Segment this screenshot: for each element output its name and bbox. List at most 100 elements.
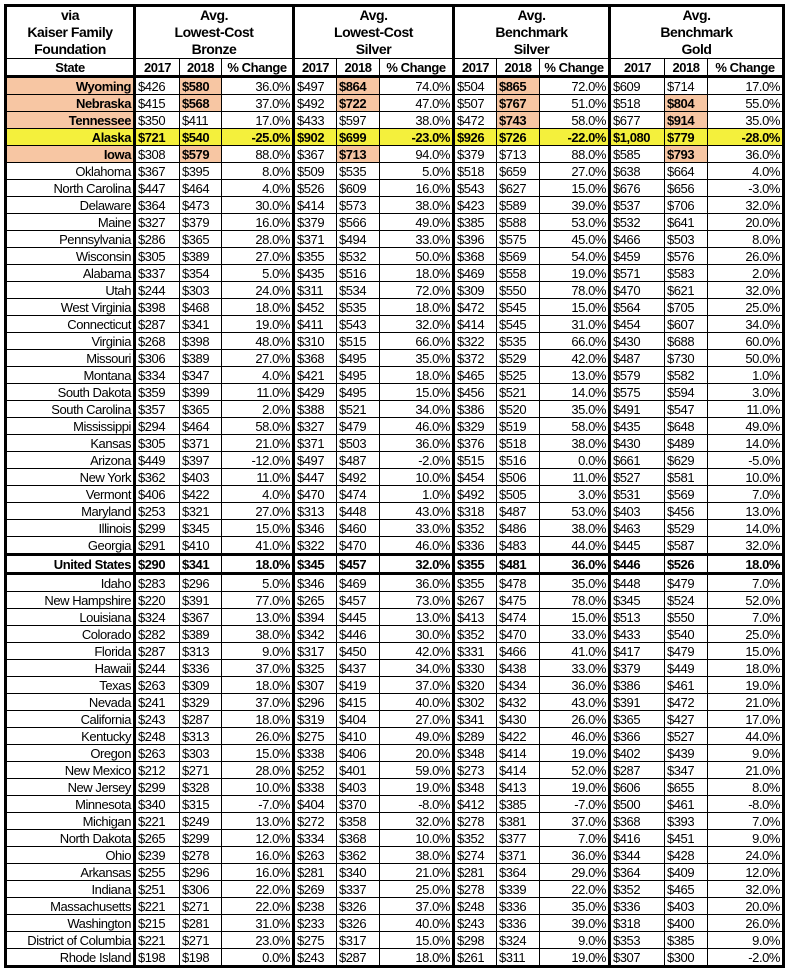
cell-gold-2017: $609 <box>608 76 665 95</box>
cell-lcsilver-2018: $495 <box>336 383 380 401</box>
state-cell: Louisiana <box>5 608 135 626</box>
cell-lcsilver-change: 49.0% <box>379 213 454 231</box>
state-cell: Montana <box>5 366 135 384</box>
cell-bmsilver-2018: $381 <box>496 812 540 830</box>
cell-lcsilver-change: -8.0% <box>379 795 454 813</box>
cell-bmsilver-2017: $926 <box>452 128 497 146</box>
cell-lcsilver-2017: $346 <box>292 573 337 592</box>
cell-bronze-2017: $308 <box>133 145 180 163</box>
cell-bronze-2018: $313 <box>179 727 222 745</box>
cell-bmsilver-change: 29.0% <box>539 863 610 881</box>
cell-bronze-2017: $221 <box>133 897 180 915</box>
cell-gold-2018: $300 <box>664 948 708 967</box>
cell-bronze-2017: $294 <box>133 417 180 435</box>
state-cell: Massachusetts <box>5 897 135 915</box>
table-row: Indiana $251 $306 22.0% $269 $337 25.0% $278 $33… <box>5 880 784 898</box>
cell-bronze-change: 77.0% <box>221 591 294 609</box>
cell-bmsilver-change: 14.0% <box>539 383 610 401</box>
cell-lcsilver-change: 33.0% <box>379 519 454 537</box>
cell-lcsilver-2018: $566 <box>336 213 380 231</box>
cell-bmsilver-2017: $515 <box>452 451 497 469</box>
cell-lcsilver-change: 32.0% <box>379 812 454 830</box>
cell-bmsilver-2018: $339 <box>496 880 540 898</box>
cell-bmsilver-change: 38.0% <box>539 519 610 537</box>
cell-bmsilver-change: 39.0% <box>539 914 610 932</box>
cell-gold-2017: $466 <box>608 230 665 248</box>
cell-gold-change: 25.0% <box>707 298 784 316</box>
cell-bronze-2017: $244 <box>133 659 180 677</box>
cell-bronze-2018: $328 <box>179 778 222 796</box>
cell-bronze-2018: $309 <box>179 676 222 694</box>
cell-bronze-2018: $422 <box>179 485 222 503</box>
cell-gold-change: 34.0% <box>707 315 784 333</box>
cell-bmsilver-change: 7.0% <box>539 829 610 847</box>
cell-lcsilver-2018: $404 <box>336 710 380 728</box>
cell-lcsilver-change: -2.0% <box>379 451 454 469</box>
cell-bronze-2017: $449 <box>133 451 180 469</box>
state-cell: Maryland <box>5 502 135 520</box>
cell-bronze-2018: $249 <box>179 812 222 830</box>
cell-lcsilver-2017: $269 <box>292 880 337 898</box>
cell-lcsilver-2018: $495 <box>336 366 380 384</box>
state-cell: Washington <box>5 914 135 932</box>
cell-gold-2017: $537 <box>608 196 665 214</box>
cell-lcsilver-2017: $311 <box>292 281 337 299</box>
cell-lcsilver-change: 33.0% <box>379 230 454 248</box>
cell-gold-2018: $793 <box>664 145 708 163</box>
cell-bmsilver-2018: $413 <box>496 778 540 796</box>
state-cell: Pennsylvania <box>5 230 135 248</box>
cell-lcsilver-change: 32.0% <box>379 554 454 574</box>
cell-bmsilver-change: 54.0% <box>539 247 610 265</box>
cell-lcsilver-2018: $479 <box>336 417 380 435</box>
cell-lcsilver-2017: $497 <box>292 76 337 95</box>
cell-bronze-2017: $248 <box>133 727 180 745</box>
cell-bmsilver-2018: $336 <box>496 897 540 915</box>
cell-lcsilver-2018: $457 <box>336 591 380 609</box>
table-row: Massachusetts $221 $271 22.0% $238 $326 37.0% $… <box>5 897 784 915</box>
table-row: Arkansas $255 $296 16.0% $281 $340 21.0% $281 $3… <box>5 863 784 881</box>
cell-gold-change: 55.0% <box>707 94 784 112</box>
cell-gold-2018: $664 <box>664 162 708 180</box>
cell-bronze-change: 24.0% <box>221 281 294 299</box>
cell-lcsilver-2018: $317 <box>336 931 380 949</box>
cell-lcsilver-2018: $515 <box>336 332 380 350</box>
cell-gold-2018: $730 <box>664 349 708 367</box>
cell-gold-2018: $705 <box>664 298 708 316</box>
cell-gold-change: 7.0% <box>707 573 784 592</box>
cell-gold-2018: $427 <box>664 710 708 728</box>
state-cell: Florida <box>5 642 135 660</box>
cell-gold-change: 32.0% <box>707 880 784 898</box>
cell-lcsilver-2018: $534 <box>336 281 380 299</box>
cell-lcsilver-2017: $421 <box>292 366 337 384</box>
cell-bronze-2018: $403 <box>179 468 222 486</box>
cell-bmsilver-change: 11.0% <box>539 468 610 486</box>
cell-bronze-2018: $345 <box>179 519 222 537</box>
cell-bronze-change: 4.0% <box>221 179 294 197</box>
cell-lcsilver-change: 40.0% <box>379 914 454 932</box>
cell-lcsilver-2017: $452 <box>292 298 337 316</box>
cell-gold-2017: $518 <box>608 94 665 112</box>
cell-gold-2017: $531 <box>608 485 665 503</box>
change-header: % Change <box>707 58 784 77</box>
cell-bmsilver-change: 38.0% <box>539 434 610 452</box>
cell-lcsilver-2017: $310 <box>292 332 337 350</box>
cell-lcsilver-2017: $435 <box>292 264 337 282</box>
cell-lcsilver-2018: $457 <box>336 554 380 574</box>
cell-gold-change: 18.0% <box>707 554 784 574</box>
cell-lcsilver-change: 18.0% <box>379 948 454 967</box>
us-total-row: United States $290 $341 18.0% $345 $457 32.0% $… <box>5 554 784 574</box>
cell-lcsilver-2018: $495 <box>336 349 380 367</box>
cell-gold-2018: $472 <box>664 693 708 711</box>
cell-bronze-2018: $568 <box>179 94 222 112</box>
cell-lcsilver-2017: $322 <box>292 536 337 555</box>
cell-bmsilver-change: -22.0% <box>539 128 610 146</box>
cell-lcsilver-2018: $326 <box>336 914 380 932</box>
cell-bmsilver-2017: $278 <box>452 812 497 830</box>
cell-lcsilver-2017: $902 <box>292 128 337 146</box>
cell-gold-change: 1.0% <box>707 366 784 384</box>
cell-gold-change: 14.0% <box>707 519 784 537</box>
cell-bronze-2017: $406 <box>133 485 180 503</box>
cell-lcsilver-change: 10.0% <box>379 829 454 847</box>
change-header: % Change <box>221 58 294 77</box>
table-row: Hawaii $244 $336 37.0% $325 $437 34.0% $330 $438… <box>5 659 784 677</box>
